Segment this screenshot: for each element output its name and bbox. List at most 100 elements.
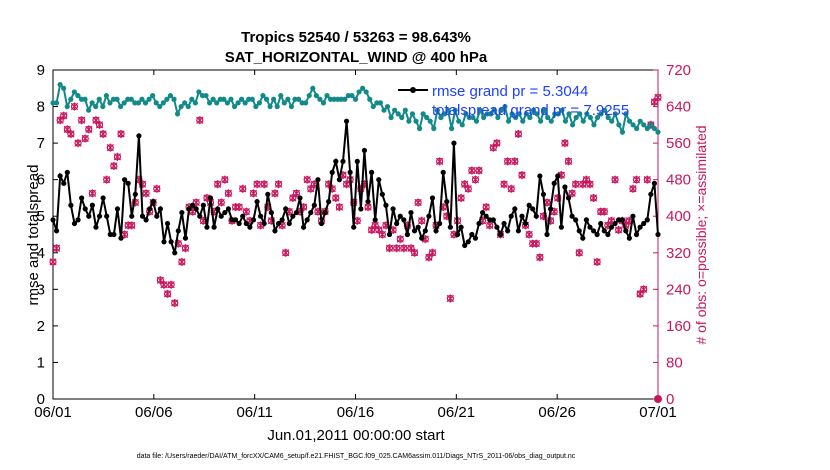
obs-assimilated-marker — [414, 198, 422, 207]
totalspread-point — [377, 100, 384, 106]
totalspread-point — [239, 96, 245, 102]
totalspread-point — [53, 100, 60, 106]
totalspread-point — [263, 96, 270, 102]
rmse-point — [533, 213, 539, 219]
obs-assimilated-marker — [292, 189, 301, 198]
obs-assimilated-marker — [85, 125, 93, 134]
obs-assimilated-marker — [303, 175, 311, 184]
totalspread-point — [434, 107, 440, 113]
rmse-point — [207, 195, 214, 201]
obs-assimilated-marker — [113, 152, 122, 161]
totalspread-point — [317, 96, 323, 102]
rmse-point — [243, 220, 249, 227]
tick-labels: 06/01 06/06 06/11 06/16 06/21 06/26 07/0101234… — [34, 62, 691, 421]
totalspread-point — [384, 103, 391, 110]
obs-assimilated-marker — [99, 129, 107, 138]
totalspread-point — [463, 111, 469, 117]
totalspread-point — [598, 111, 604, 117]
rmse-point — [483, 213, 489, 219]
obs-assimilated-marker — [221, 175, 229, 184]
rmse-point — [551, 180, 557, 186]
rmse-point — [637, 224, 643, 230]
y-tick-label-left: 5 — [37, 208, 45, 225]
rmse-point — [386, 231, 393, 238]
obs-assimilated-marker — [564, 157, 573, 166]
rmse-point — [172, 250, 178, 256]
totalspread-point — [495, 114, 501, 121]
rmse-point — [633, 231, 640, 238]
totalspread-point — [178, 103, 184, 110]
totalspread-point — [584, 111, 590, 117]
rmse-point — [372, 217, 378, 223]
rmse-point — [161, 239, 167, 245]
totalspread-point — [107, 100, 113, 106]
rmse-point — [476, 220, 482, 227]
obs-assimilated-marker — [196, 116, 204, 125]
totalspread-point — [246, 96, 252, 102]
totalspread-point — [470, 114, 476, 121]
rmse-point — [494, 224, 500, 230]
totalspread-point — [160, 100, 166, 106]
chart-subtitle: SAT_HORIZONTAL_WIND @ 400 hPa — [225, 49, 488, 66]
rmse-point — [608, 224, 615, 230]
rmse-point — [390, 206, 396, 212]
obs-assimilated-marker — [167, 280, 175, 289]
rmse-point — [497, 231, 504, 238]
totalspread-point — [612, 111, 618, 117]
y-tick-label-left: 4 — [37, 245, 45, 262]
totalspread-point — [324, 92, 330, 99]
rmse-point — [655, 231, 661, 238]
obs-assimilated-marker — [468, 166, 476, 175]
rmse-point — [79, 195, 85, 201]
rmse-point — [419, 235, 425, 241]
totalspread-point — [484, 111, 490, 117]
rmse-point — [379, 191, 385, 197]
totalspread-point — [331, 96, 337, 102]
rmse-point — [297, 195, 303, 201]
totalspread-point — [573, 114, 579, 121]
rmse-point — [311, 202, 317, 208]
totalspread-point — [545, 114, 551, 121]
rmse-point — [175, 228, 181, 234]
obs-assimilated-marker — [536, 253, 544, 262]
totalspread-point — [530, 107, 537, 113]
totalspread-point — [388, 114, 394, 121]
obs-assimilated-marker — [110, 161, 118, 170]
obs-assimilated-marker — [561, 139, 569, 148]
totalspread-point — [103, 92, 109, 99]
obs-assimilated-marker — [518, 171, 526, 180]
obs-assimilated-marker — [60, 111, 68, 120]
rmse-point — [397, 213, 403, 219]
obs-assimilated-marker — [500, 180, 508, 189]
totalspread-point — [192, 100, 198, 106]
rmse-point — [50, 217, 56, 223]
totalspread-point — [206, 100, 213, 106]
obs-assimilated-marker — [78, 116, 86, 125]
obs-assimilated-marker — [410, 248, 419, 257]
totalspread-point — [466, 114, 472, 121]
totalspread-point — [182, 100, 188, 106]
totalspread-point — [210, 96, 216, 102]
rmse-point — [479, 209, 486, 216]
totalspread-point — [342, 96, 348, 102]
totalspread-point — [602, 107, 608, 113]
totalspread-point — [253, 103, 259, 110]
obs-assimilated-marker — [514, 129, 523, 138]
rmse-point — [612, 220, 618, 227]
rmse-point — [211, 224, 217, 230]
rmse-point — [411, 228, 418, 234]
totalspread-point — [438, 114, 444, 121]
totalspread-point — [118, 103, 124, 110]
rmse-point — [229, 217, 235, 223]
y-tick-label-left: 8 — [37, 99, 45, 116]
totalspread-point — [345, 92, 351, 99]
rmse-point — [300, 224, 307, 230]
x-tick-label: 06/21 — [438, 404, 476, 421]
rmse-point — [118, 235, 124, 241]
rmse-point — [125, 180, 131, 186]
rmse-point — [164, 220, 171, 227]
obs-assimilated-marker — [106, 143, 114, 152]
totalspread-point — [630, 122, 636, 128]
rmse-point — [462, 242, 468, 249]
totalspread-point — [352, 96, 359, 102]
